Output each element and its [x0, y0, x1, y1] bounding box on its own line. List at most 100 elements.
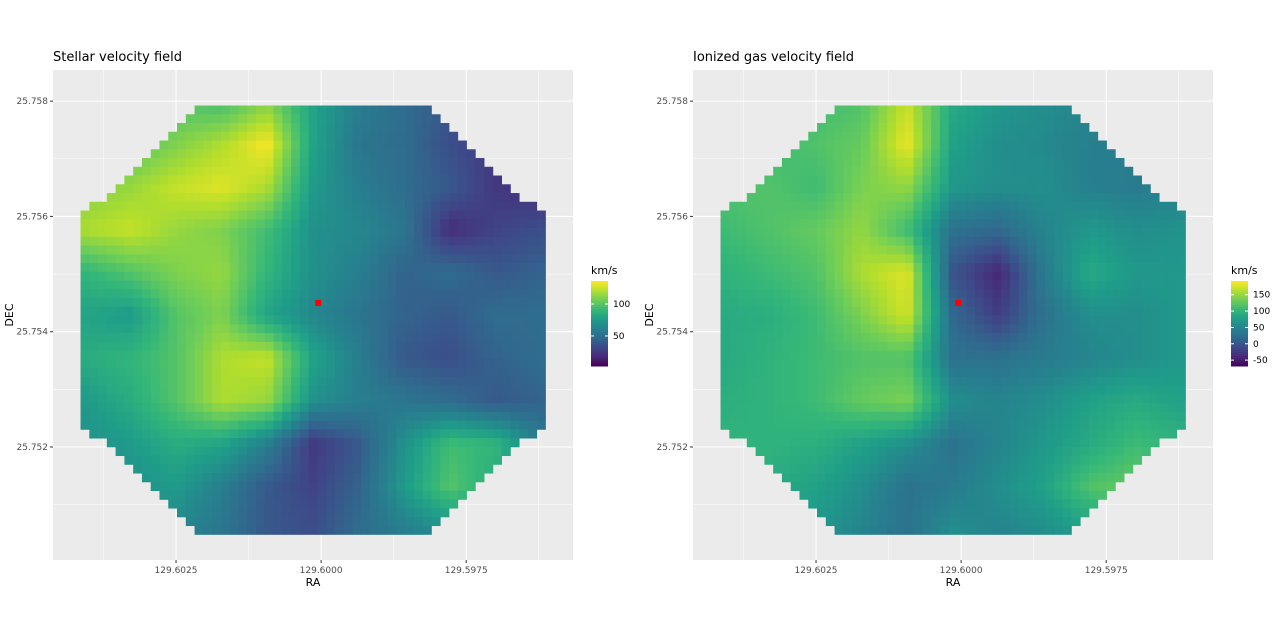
heatmap-cell [387, 508, 397, 518]
heatmap-cell [396, 359, 406, 369]
heatmap-cell [983, 105, 993, 115]
heatmap-cell [1036, 525, 1046, 535]
heatmap-cell [1062, 245, 1072, 255]
heatmap-cell [475, 289, 485, 299]
heatmap-cell [378, 341, 388, 351]
heatmap-cell [343, 271, 353, 281]
heatmap-cell [852, 245, 862, 255]
heatmap-cell [913, 254, 923, 264]
heatmap-cell [1018, 315, 1028, 325]
heatmap-cell [1106, 341, 1116, 351]
heatmap-cell [255, 394, 266, 404]
heatmap-cell [895, 350, 906, 360]
heatmap-cell [931, 508, 941, 518]
heatmap-cell [992, 516, 1002, 527]
heatmap-cell [992, 455, 1002, 465]
heatmap-cell [352, 219, 362, 229]
heatmap-cell [869, 315, 879, 325]
heatmap-cell [992, 385, 1002, 395]
heatmap-cell [843, 236, 853, 246]
heatmap-cell [203, 193, 213, 203]
heatmap-cell [334, 315, 345, 325]
heatmap-cell [466, 473, 476, 483]
heatmap-cell [843, 420, 853, 430]
heatmap-cell [405, 263, 415, 273]
heatmap-cell [790, 149, 800, 159]
heatmap-cell [247, 464, 257, 474]
heatmap-cell [405, 438, 415, 448]
heatmap-cell [334, 123, 345, 133]
heatmap-cell [317, 368, 327, 378]
heatmap-cell [413, 341, 424, 351]
heatmap-cell [895, 236, 906, 246]
heatmap-cell [334, 263, 345, 273]
heatmap-cell [1088, 236, 1099, 246]
heatmap-cell [869, 499, 879, 509]
heatmap-cell [869, 385, 879, 395]
heatmap-cell [1088, 289, 1099, 299]
heatmap-cell [264, 350, 274, 360]
heatmap-cell [519, 219, 529, 229]
heatmap-cell [413, 166, 424, 176]
heatmap-cell [887, 333, 897, 343]
heatmap-cell [1141, 306, 1151, 316]
heatmap-cell [291, 516, 301, 527]
heatmap-cell [1132, 193, 1142, 203]
heatmap-cell [466, 236, 476, 246]
heatmap-cell [422, 184, 432, 194]
heatmap-cell [1071, 403, 1081, 413]
heatmap-cell [361, 464, 371, 474]
heatmap-cell [825, 245, 835, 255]
heatmap-cell [992, 166, 1002, 176]
heatmap-cell [808, 368, 818, 378]
heatmap-cell [904, 446, 914, 457]
heatmap-cell [1053, 166, 1064, 176]
heatmap-cell [746, 193, 757, 203]
heatmap-cell [396, 341, 406, 351]
heatmap-cell [150, 166, 160, 176]
heatmap-cell [860, 236, 871, 246]
heatmap-cell [168, 280, 178, 290]
heatmap-cell [729, 245, 739, 255]
heatmap-cell [168, 333, 178, 343]
heatmap-cell [869, 420, 879, 430]
heatmap-cell [799, 490, 809, 500]
heatmap-cell [413, 158, 424, 168]
heatmap-cell [168, 438, 178, 448]
heatmap-cell [1045, 140, 1055, 150]
heatmap-cell [361, 429, 371, 439]
heatmap-cell [878, 210, 888, 220]
heatmap-cell [808, 315, 818, 325]
heatmap-cell [931, 158, 941, 168]
heatmap-cell [212, 254, 222, 264]
heatmap-cell [361, 228, 371, 238]
heatmap-cell [133, 438, 143, 448]
heatmap-cell [80, 385, 90, 395]
heatmap-cell [106, 254, 117, 264]
heatmap-cell [843, 315, 853, 325]
heatmap-cell [1036, 228, 1046, 238]
heatmap-cell [834, 403, 844, 413]
heatmap-cell [238, 420, 248, 430]
heatmap-cell [308, 464, 318, 474]
heatmap-cell [361, 158, 371, 168]
heatmap-cell [1001, 306, 1011, 316]
heatmap-cell [790, 219, 800, 229]
heatmap-cell [150, 376, 160, 386]
heatmap-cell [422, 455, 432, 465]
heatmap-cell [484, 298, 494, 308]
heatmap-cell [922, 271, 932, 281]
heatmap-cell [1176, 394, 1186, 404]
heatmap-cell [966, 289, 976, 299]
heatmap-cell [931, 481, 941, 492]
heatmap-cell [159, 490, 169, 500]
heatmap-cell [1088, 490, 1099, 500]
heatmap-cell [1150, 236, 1160, 246]
heatmap-cell [387, 481, 397, 492]
heatmap-cell [343, 219, 353, 229]
heatmap-cell [878, 499, 888, 509]
heatmap-cell [948, 368, 958, 378]
heatmap-cell [939, 166, 950, 176]
heatmap-cell [895, 184, 906, 194]
heatmap-cell [255, 254, 266, 264]
